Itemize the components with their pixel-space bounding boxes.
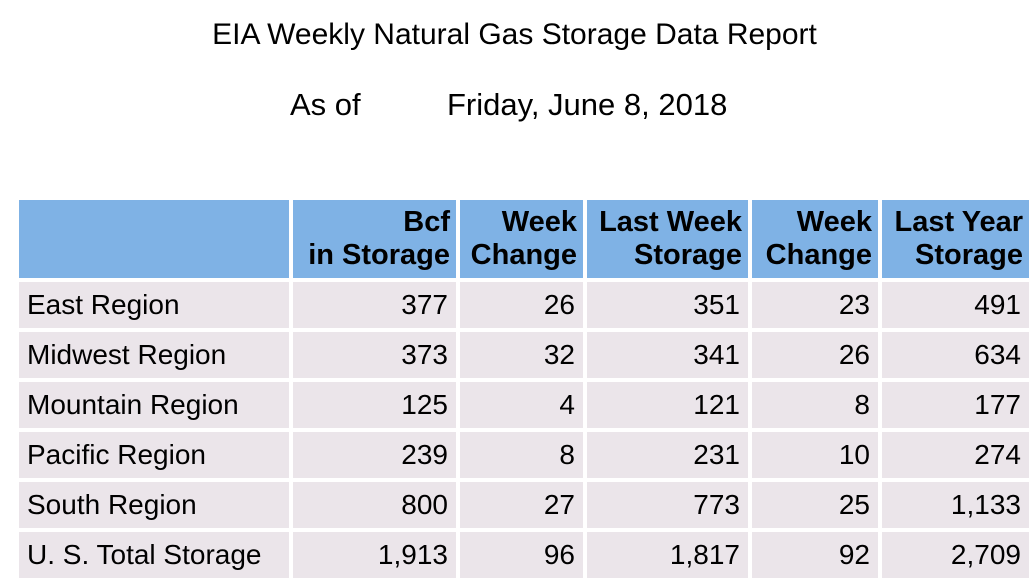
- value-cell: 239: [293, 432, 456, 478]
- value-cell: 377: [293, 282, 456, 328]
- value-cell: 26: [460, 282, 583, 328]
- value-cell: 26: [752, 332, 878, 378]
- value-cell: 634: [882, 332, 1029, 378]
- value-cell: 800: [293, 482, 456, 528]
- value-cell: 1,133: [882, 482, 1029, 528]
- col-header-line: Storage: [634, 239, 742, 271]
- value-cell: 491: [882, 282, 1029, 328]
- value-cell: 773: [587, 482, 748, 528]
- col-header-line: Week: [796, 206, 872, 238]
- value-cell: 8: [752, 382, 878, 428]
- value-cell: 32: [460, 332, 583, 378]
- value-cell: 8: [460, 432, 583, 478]
- col-header-line: Storage: [915, 239, 1023, 271]
- value-cell: 10: [752, 432, 878, 478]
- value-cell: 27: [460, 482, 583, 528]
- table-header-row: Bcf in Storage Week Change Last Week Sto…: [19, 200, 1029, 278]
- table-row: Mountain Region 125 4 121 8 177: [19, 382, 1029, 428]
- col-header-line: Last Year: [894, 206, 1023, 238]
- value-cell: 373: [293, 332, 456, 378]
- table-row: East Region 377 26 351 23 491: [19, 282, 1029, 328]
- region-name-cell: South Region: [19, 482, 289, 528]
- value-cell: 231: [587, 432, 748, 478]
- col-header-line: Week: [501, 206, 577, 238]
- value-cell: 96: [460, 532, 583, 578]
- as-of-date: Friday, June 8, 2018: [447, 87, 728, 122]
- value-cell: 92: [752, 532, 878, 578]
- col-header-bcf-in-storage: Bcf in Storage: [293, 200, 456, 278]
- value-cell: 1,817: [587, 532, 748, 578]
- value-cell: 1,913: [293, 532, 456, 578]
- value-cell: 177: [882, 382, 1029, 428]
- col-header-line: Change: [765, 239, 872, 271]
- value-cell: 2,709: [882, 532, 1029, 578]
- region-name-cell: Midwest Region: [19, 332, 289, 378]
- col-header-line: Bcf: [403, 206, 450, 238]
- col-header-week-change: Week Change: [460, 200, 583, 278]
- value-cell: 4: [460, 382, 583, 428]
- table-row: Pacific Region 239 8 231 10 274: [19, 432, 1029, 478]
- region-name-cell: Pacific Region: [19, 432, 289, 478]
- table-row: South Region 800 27 773 25 1,133: [19, 482, 1029, 528]
- value-cell: 23: [752, 282, 878, 328]
- value-cell: 351: [587, 282, 748, 328]
- storage-table: Bcf in Storage Week Change Last Week Sto…: [15, 196, 1029, 582]
- value-cell: 274: [882, 432, 1029, 478]
- table-row-total: U. S. Total Storage 1,913 96 1,817 92 2,…: [19, 532, 1029, 578]
- region-name-cell: East Region: [19, 282, 289, 328]
- value-cell: 341: [587, 332, 748, 378]
- col-header-prior-week-change: Week Change: [752, 200, 878, 278]
- value-cell: 125: [293, 382, 456, 428]
- region-name-cell: U. S. Total Storage: [19, 532, 289, 578]
- col-header-line: in Storage: [308, 239, 450, 271]
- table-row: Midwest Region 373 32 341 26 634: [19, 332, 1029, 378]
- report-title: EIA Weekly Natural Gas Storage Data Repo…: [212, 18, 817, 51]
- value-cell: 25: [752, 482, 878, 528]
- col-header-line: Change: [470, 239, 577, 271]
- region-name-cell: Mountain Region: [19, 382, 289, 428]
- col-header-last-week-storage: Last Week Storage: [587, 200, 748, 278]
- value-cell: 121: [587, 382, 748, 428]
- header-corner-cell: [19, 200, 289, 278]
- col-header-last-year-storage: Last Year Storage: [882, 200, 1029, 278]
- col-header-line: Last Week: [599, 206, 742, 238]
- as-of-label: As of: [290, 87, 361, 122]
